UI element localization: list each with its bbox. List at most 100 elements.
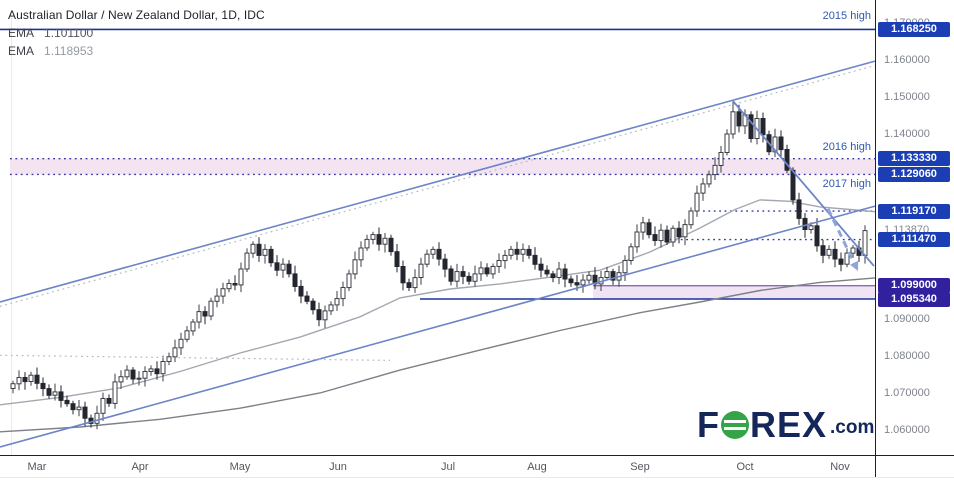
channel-lower[interactable] (0, 205, 876, 448)
candle-body (124, 369, 130, 378)
candle-body (184, 330, 190, 340)
forex-com-watermark-logo: F REX .com (697, 404, 874, 445)
candle-body (232, 283, 238, 286)
chart-header: Australian Dollar / New Zealand Dollar, … (8, 8, 265, 58)
channel-upper-dotted[interactable] (0, 64, 876, 307)
candle-body (466, 275, 472, 282)
candle-body (418, 263, 424, 279)
channel-upper[interactable] (0, 60, 876, 303)
candle-body (334, 298, 340, 306)
candle-body (724, 133, 730, 153)
candle-body (658, 229, 664, 242)
projection-arrow[interactable] (826, 208, 856, 265)
candle-body (730, 111, 736, 135)
price-tick-label: 1.070000 (884, 386, 930, 399)
candle-body (340, 287, 346, 300)
left-dotted-level[interactable] (0, 354, 391, 361)
candle-body (112, 381, 118, 404)
candle-body (226, 283, 232, 290)
ema-fast-line (0, 199, 876, 406)
candle-body (238, 268, 244, 286)
candle-body (580, 279, 586, 286)
candle-body (106, 398, 112, 404)
candle-body (364, 238, 370, 249)
ema-slow-line (0, 277, 876, 433)
candle-body (484, 267, 490, 275)
price-level-badge: 1.119170 (878, 203, 950, 219)
candle-body (82, 406, 88, 419)
candle-body (70, 403, 76, 411)
candle-body (190, 321, 196, 332)
month-label: Sep (630, 461, 650, 473)
indicator-legend-ema-fast[interactable]: EMA 1.118953 (8, 44, 265, 58)
candle-body (64, 399, 70, 405)
candle-body (736, 111, 742, 127)
month-label: Nov (830, 461, 850, 473)
purple-support-zone[interactable] (593, 285, 875, 300)
candle-body (508, 248, 514, 256)
candle-body (358, 247, 364, 261)
high-annotation-label: 2015 high (822, 10, 871, 22)
candle-body (376, 234, 382, 245)
candle-body (700, 183, 706, 194)
candle-body (274, 262, 280, 271)
candle-body (178, 338, 184, 349)
candle-body (790, 169, 796, 201)
candle-body (262, 248, 268, 256)
candle-body (826, 248, 832, 256)
candle-body (310, 300, 316, 311)
indicator-label: EMA (8, 44, 35, 58)
candle-body (346, 273, 352, 289)
candle-body (538, 263, 544, 271)
candle-body (208, 300, 214, 317)
candle-body (394, 251, 400, 267)
candle-body (34, 374, 40, 384)
candle-body (676, 227, 682, 238)
candle-body (316, 309, 322, 321)
candle-body (304, 295, 310, 302)
candle-body (94, 412, 100, 424)
candle-body (544, 269, 550, 275)
candle-body (514, 248, 520, 255)
candle-body (16, 377, 22, 385)
candle-body (268, 248, 274, 264)
price-level-badge: 1.095340 (878, 291, 950, 307)
candle-body (46, 388, 52, 396)
candle-body (292, 273, 298, 287)
candle-body (568, 278, 574, 284)
candle-body (760, 118, 766, 136)
candle-body (148, 368, 154, 372)
downtrend-line[interactable] (732, 100, 875, 267)
candle-body (496, 260, 502, 267)
candle-body (196, 311, 202, 323)
candle-body (862, 230, 868, 256)
candle-body (550, 273, 556, 279)
candle-body (838, 258, 844, 265)
candle-body (28, 374, 34, 383)
logo-letter-f: F (697, 404, 720, 445)
indicator-legend-ema-slow[interactable]: EMA 1.101100 (8, 26, 265, 40)
candle-body (424, 253, 430, 265)
candle-body (556, 268, 562, 278)
month-label: Mar (27, 461, 47, 473)
candle-body (118, 376, 124, 383)
candle-body (412, 277, 418, 289)
candle-body (646, 222, 652, 236)
candle-body (460, 271, 466, 277)
price-level-badge: 1.133330 (878, 151, 950, 167)
candle-body (640, 222, 646, 233)
price-level-badge: 1.129060 (878, 166, 950, 182)
candle-body (844, 252, 850, 265)
candle-body (670, 227, 676, 243)
candle-body (472, 273, 478, 282)
price-tick-label: 1.160000 (884, 53, 930, 66)
logo-letters-rex: REX (750, 404, 828, 445)
candle-body (610, 271, 616, 281)
candle-body (802, 217, 808, 230)
high-annotation-label: 2017 high (822, 178, 871, 190)
candle-body (322, 310, 328, 321)
month-label: Apr (131, 461, 149, 473)
pink-resistance-zone[interactable] (10, 158, 875, 175)
candle-body (400, 266, 406, 284)
